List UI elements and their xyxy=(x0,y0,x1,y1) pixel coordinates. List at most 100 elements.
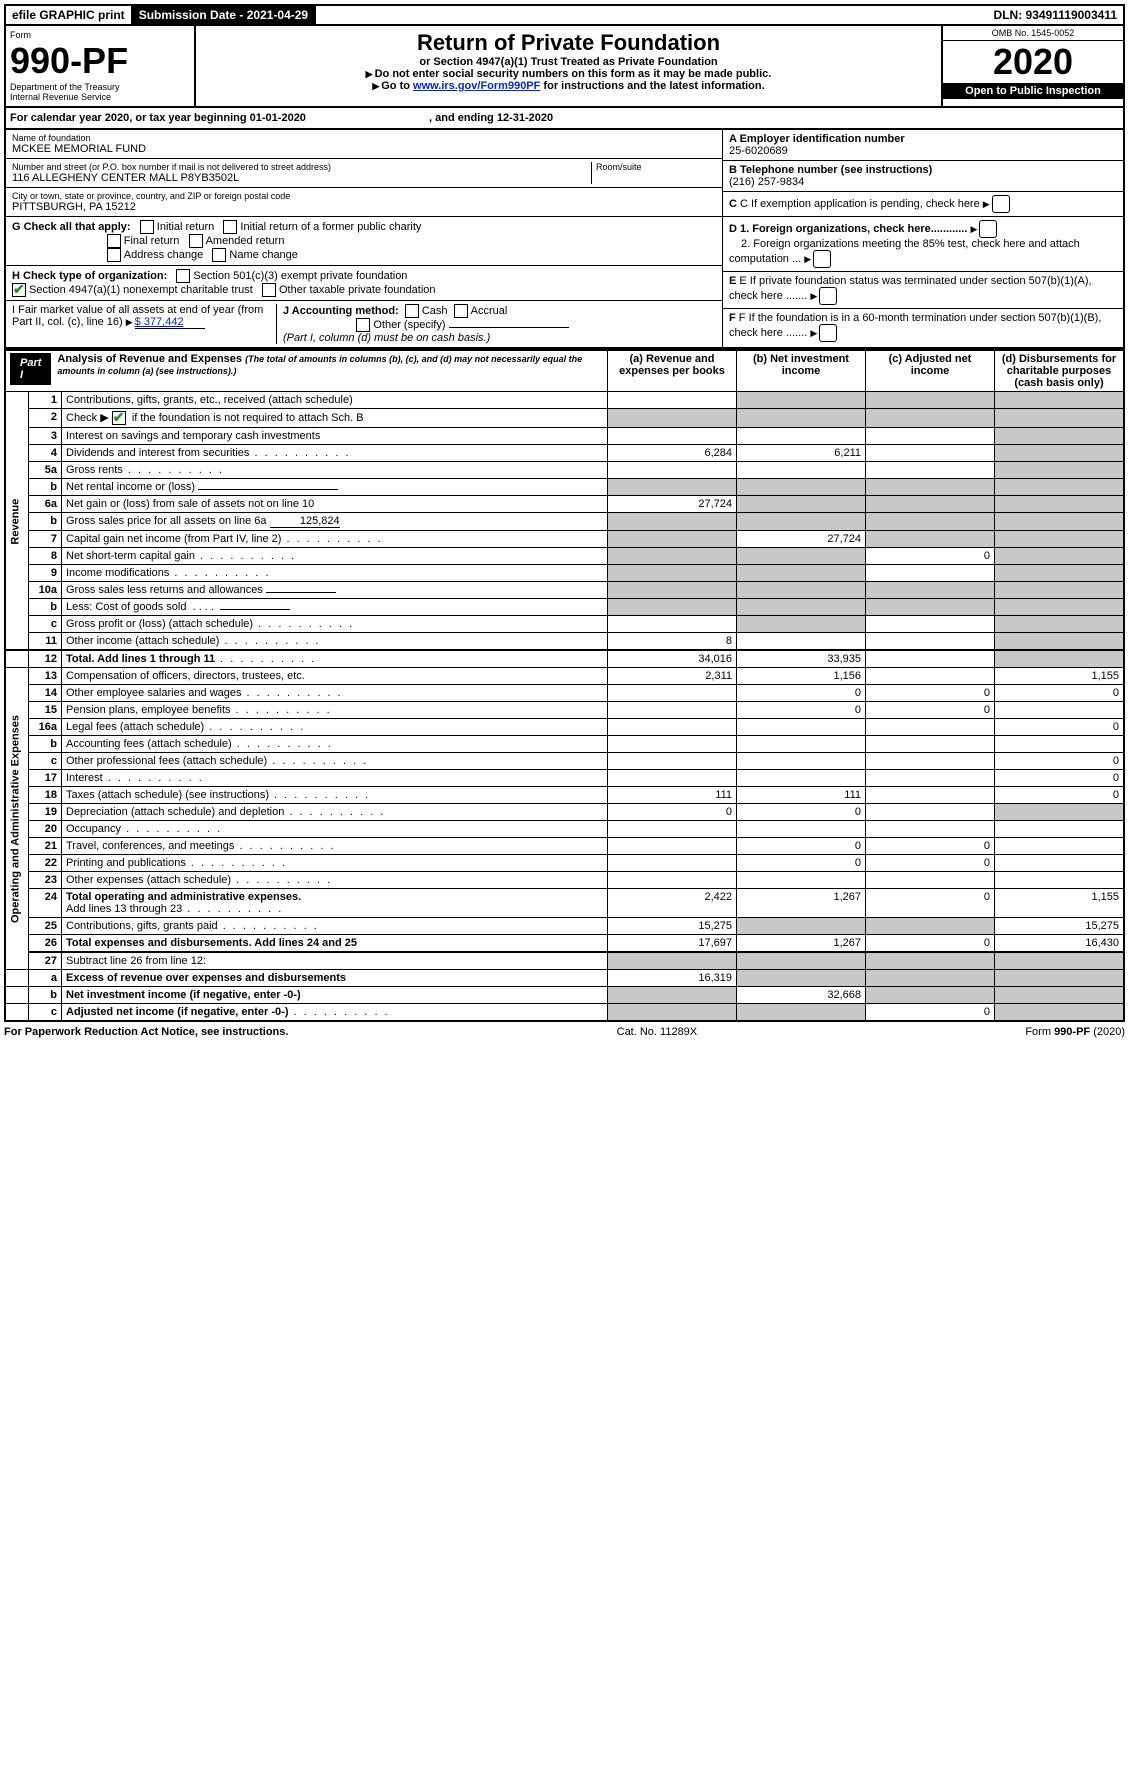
section-f: F If the foundation is in a 60-month ter… xyxy=(729,312,1101,339)
chk-e[interactable] xyxy=(819,287,837,305)
row-6b: Gross sales price for all assets on line… xyxy=(62,513,608,531)
omb: OMB No. 1545-0052 xyxy=(943,26,1123,41)
dln-value: 93491119003411 xyxy=(1026,8,1117,22)
r14-b: 0 xyxy=(737,685,866,702)
subdate-value: 2021-04-29 xyxy=(247,8,308,22)
r27c-c: 0 xyxy=(866,1004,995,1022)
opt-initial: Initial return xyxy=(157,221,214,233)
opt-addr: Address change xyxy=(124,249,204,261)
chk-addr-change[interactable] xyxy=(107,248,121,262)
spacer xyxy=(316,6,987,24)
chk-amended[interactable] xyxy=(189,234,203,248)
r14-c: 0 xyxy=(866,685,995,702)
chk-final-return[interactable] xyxy=(107,234,121,248)
row-10c: Gross profit or (loss) (attach schedule) xyxy=(62,616,608,633)
r6b-text: Gross sales price for all assets on line… xyxy=(66,515,267,527)
cal-end: 12-31-2020 xyxy=(497,112,553,124)
row-19: Depreciation (attach schedule) and deple… xyxy=(62,804,608,821)
chk-c[interactable] xyxy=(992,195,1010,213)
r19-a: 0 xyxy=(608,804,737,821)
chk-other-method[interactable] xyxy=(356,318,370,332)
r26-d: 16,430 xyxy=(995,935,1125,953)
form-header-right: OMB No. 1545-0052 2020 Open to Public In… xyxy=(941,26,1123,106)
row-16a: Legal fees (attach schedule) xyxy=(62,719,608,736)
chk-4947-checked[interactable] xyxy=(12,283,26,297)
row-27a: Excess of revenue over expenses and disb… xyxy=(66,972,346,984)
irs-link[interactable]: www.irs.gov/Form990PF xyxy=(413,80,540,92)
r5b-text: Net rental income or (loss) xyxy=(66,481,195,493)
r5b-line xyxy=(198,489,338,490)
row-3: Interest on savings and temporary cash i… xyxy=(62,428,608,445)
chk-name-change[interactable] xyxy=(212,248,226,262)
chk-501c3[interactable] xyxy=(176,269,190,283)
r25-d: 15,275 xyxy=(995,918,1125,935)
chk-d1[interactable] xyxy=(979,220,997,238)
top-bar: efile GRAPHIC print Submission Date - 20… xyxy=(4,4,1125,26)
row-24: Total operating and administrative expen… xyxy=(62,889,608,918)
form-number: 990-PF xyxy=(10,40,190,82)
opt-amended: Amended return xyxy=(206,235,285,247)
chk-initial-former[interactable] xyxy=(223,220,237,234)
row-9: Income modifications xyxy=(62,565,608,582)
r6b-val: 125,824 xyxy=(270,515,340,528)
col-b-header: (b) Net investment income xyxy=(737,350,866,392)
arrow-icon xyxy=(366,68,375,80)
chk-cash[interactable] xyxy=(405,304,419,318)
form-header-center: Return of Private Foundation or Section … xyxy=(196,26,941,106)
note2-pre: Go to xyxy=(381,80,413,92)
footer: For Paperwork Reduction Act Notice, see … xyxy=(4,1022,1125,1038)
row-18: Taxes (attach schedule) (see instruction… xyxy=(62,787,608,804)
footer-left: For Paperwork Reduction Act Notice, see … xyxy=(4,1026,288,1038)
r6a-a: 27,724 xyxy=(608,496,737,513)
row-27: Subtract line 26 from line 12: xyxy=(62,952,608,970)
city-label: City or town, state or province, country… xyxy=(12,191,716,201)
address: 116 ALLEGHENY CENTER MALL P8YB3502L xyxy=(12,172,591,184)
r2-post: if the foundation is not required to att… xyxy=(129,412,364,424)
opt-name: Name change xyxy=(229,249,298,261)
r4-b: 6,211 xyxy=(737,445,866,462)
r13-b: 1,156 xyxy=(737,668,866,685)
phone-label: B Telephone number (see instructions) xyxy=(729,164,932,176)
r24-title: Total operating and administrative expen… xyxy=(66,891,301,903)
r26-a: 17,697 xyxy=(608,935,737,953)
note2-post: for instructions and the latest informat… xyxy=(540,80,764,92)
r12-b: 33,935 xyxy=(737,650,866,668)
part1-label: Part I xyxy=(10,353,51,385)
part1-title: Analysis of Revenue and Expenses xyxy=(57,353,242,365)
row-14: Other employee salaries and wages xyxy=(62,685,608,702)
chk-sch-b[interactable] xyxy=(112,411,126,425)
chk-initial-return[interactable] xyxy=(140,220,154,234)
ein-label: A Employer identification number xyxy=(729,133,905,145)
row-4: Dividends and interest from securities xyxy=(62,445,608,462)
r22-b: 0 xyxy=(737,855,866,872)
row-5b: Net rental income or (loss) xyxy=(62,479,608,496)
cal-mid: , and ending xyxy=(429,112,497,124)
r11-a: 8 xyxy=(608,633,737,651)
r26-c: 0 xyxy=(866,935,995,953)
form-header-left: Form 990-PF Department of the Treasury I… xyxy=(6,26,196,106)
r12-a: 34,016 xyxy=(608,650,737,668)
addr-label: Number and street (or P.O. box number if… xyxy=(12,162,591,172)
chk-other-taxable[interactable] xyxy=(262,283,276,297)
note1: Do not enter social security numbers on … xyxy=(375,68,772,80)
other-specify-line xyxy=(449,327,569,328)
row-13: Compensation of officers, directors, tru… xyxy=(62,668,608,685)
arrow-icon xyxy=(983,198,992,210)
chk-d2[interactable] xyxy=(813,250,831,268)
r21-c: 0 xyxy=(866,838,995,855)
r16a-d: 0 xyxy=(995,719,1125,736)
dept: Department of the Treasury xyxy=(10,82,190,92)
efile-print-btn[interactable]: efile GRAPHIC print xyxy=(6,6,133,24)
r18-b: 111 xyxy=(737,787,866,804)
info-right: A Employer identification number25-60206… xyxy=(722,130,1123,347)
section-c: C If exemption application is pending, c… xyxy=(740,198,980,210)
fmv-value[interactable]: $ 377,442 xyxy=(135,316,205,329)
tax-year: 2020 xyxy=(943,41,1123,83)
form-title: Return of Private Foundation xyxy=(200,30,937,56)
opt-final: Final return xyxy=(124,235,180,247)
row-27b: Net investment income (if negative, ente… xyxy=(66,989,301,1001)
section-d1: D 1. Foreign organizations, check here..… xyxy=(729,223,967,235)
chk-accrual[interactable] xyxy=(454,304,468,318)
chk-f[interactable] xyxy=(819,324,837,342)
arrow-icon xyxy=(810,290,819,302)
